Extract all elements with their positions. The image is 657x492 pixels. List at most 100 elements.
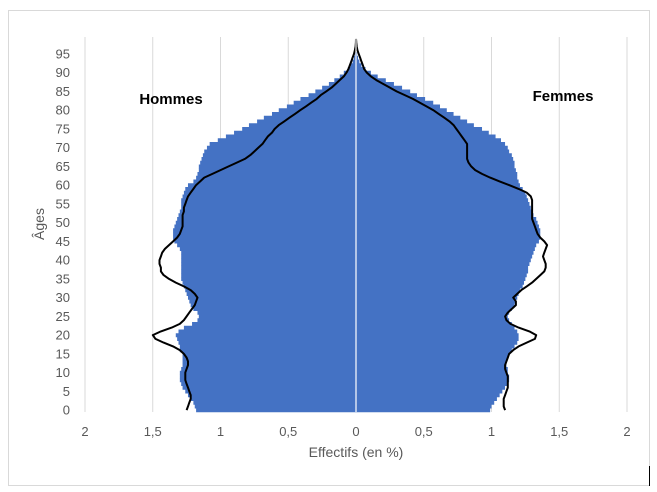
bar-hommes [263, 115, 356, 120]
bar-hommes [182, 194, 356, 199]
bar-hommes [173, 232, 356, 236]
y-tick-label: 85 [56, 84, 70, 99]
bar-hommes [328, 82, 356, 86]
bar-hommes [181, 258, 356, 263]
bar-femmes [356, 232, 541, 236]
bar-femmes [356, 198, 529, 203]
bar-femmes [356, 397, 497, 401]
bar-femmes [356, 389, 503, 394]
bar-hommes [347, 67, 356, 71]
y-tick-label: 30 [56, 290, 70, 305]
bar-hommes [343, 70, 356, 75]
bar-femmes [356, 149, 510, 154]
bar-hommes [190, 397, 356, 401]
y-tick-label: 70 [56, 140, 70, 155]
bar-femmes [356, 179, 519, 184]
bar-femmes [356, 269, 529, 274]
bar-femmes [356, 164, 515, 169]
bar-hommes [197, 172, 356, 176]
y-tick-label: 0 [63, 403, 70, 418]
bar-hommes [181, 198, 356, 203]
bar-femmes [356, 78, 386, 83]
bar-femmes [356, 123, 474, 128]
bar-femmes [356, 314, 508, 319]
bar-femmes [356, 160, 515, 165]
bar-hommes [192, 322, 356, 326]
bar-femmes [356, 408, 491, 413]
y-tick-label: 50 [56, 215, 70, 230]
x-tick-label: 2 [81, 424, 88, 439]
x-tick-label: 1 [217, 424, 224, 439]
bar-femmes [356, 168, 516, 173]
bar-femmes [356, 217, 537, 221]
bar-hommes [182, 363, 356, 368]
bar-hommes [200, 160, 356, 165]
bar-femmes [356, 322, 512, 326]
bar-femmes [356, 235, 541, 240]
y-tick-label: 25 [56, 309, 70, 324]
bar-hommes [177, 217, 356, 221]
bar-femmes [356, 82, 394, 86]
x-tick-label: 0,5 [279, 424, 297, 439]
bar-femmes [356, 310, 510, 315]
bar-femmes [356, 142, 506, 146]
bar-hommes [198, 314, 356, 319]
y-tick-label: 20 [56, 328, 70, 343]
bar-femmes [356, 295, 518, 300]
bar-femmes [356, 355, 508, 360]
bar-femmes [356, 74, 378, 79]
bar-hommes [182, 355, 356, 360]
bar-hommes [181, 202, 356, 206]
bar-femmes [356, 325, 515, 330]
bar-femmes [356, 348, 512, 353]
bar-hommes [179, 378, 356, 383]
bar-femmes [356, 153, 512, 158]
bar-femmes [356, 250, 534, 255]
bar-femmes [356, 138, 501, 143]
bar-hommes [179, 247, 356, 251]
bar-femmes [356, 108, 447, 113]
bar-femmes [356, 130, 489, 135]
bar-femmes [356, 303, 515, 308]
y-tick-label: 65 [56, 159, 70, 174]
bar-femmes [356, 89, 411, 94]
y-tick-labels: 0 5 10 15 20 25 30 35 40 45 50 55 60 65 70 75 80 85 90 95 [56, 46, 70, 417]
bar-femmes [356, 284, 523, 289]
bar-hommes [181, 262, 356, 266]
bar-femmes [356, 157, 514, 161]
bar-femmes [356, 393, 500, 398]
bar-femmes [356, 262, 530, 266]
bar-hommes [242, 127, 356, 131]
bar-hommes [217, 138, 356, 143]
right-side-label: Femmes [533, 88, 594, 105]
bar-hommes [181, 273, 356, 278]
bar-hommes [181, 277, 356, 281]
bar-hommes [353, 55, 356, 60]
comparison-lines [151, 38, 549, 411]
bar-hommes [185, 389, 356, 394]
bar-hommes [197, 318, 356, 323]
y-tick-label: 90 [56, 65, 70, 80]
bar-hommes [271, 112, 356, 116]
line-hommes [151, 38, 357, 411]
bar-femmes [356, 70, 371, 75]
bar-femmes [356, 385, 506, 390]
bar-hommes [339, 74, 356, 79]
bar-hommes [173, 228, 356, 233]
bar-hommes [174, 239, 356, 244]
bar-hommes [187, 393, 356, 398]
bar-femmes [356, 292, 519, 296]
bar-hommes [183, 325, 356, 330]
y-axis-title: Âges [31, 208, 47, 240]
bar-femmes [356, 175, 518, 180]
bar-femmes [356, 404, 492, 409]
y-tick-label: 60 [56, 178, 70, 193]
bar-femmes [356, 352, 510, 356]
bar-femmes [356, 104, 441, 109]
x-tick-label: 1,5 [550, 424, 568, 439]
bar-femmes [356, 224, 539, 229]
bar-hommes [182, 280, 356, 285]
bar-hommes [181, 269, 356, 274]
bar-hommes [181, 250, 356, 255]
bar-femmes [356, 127, 483, 131]
